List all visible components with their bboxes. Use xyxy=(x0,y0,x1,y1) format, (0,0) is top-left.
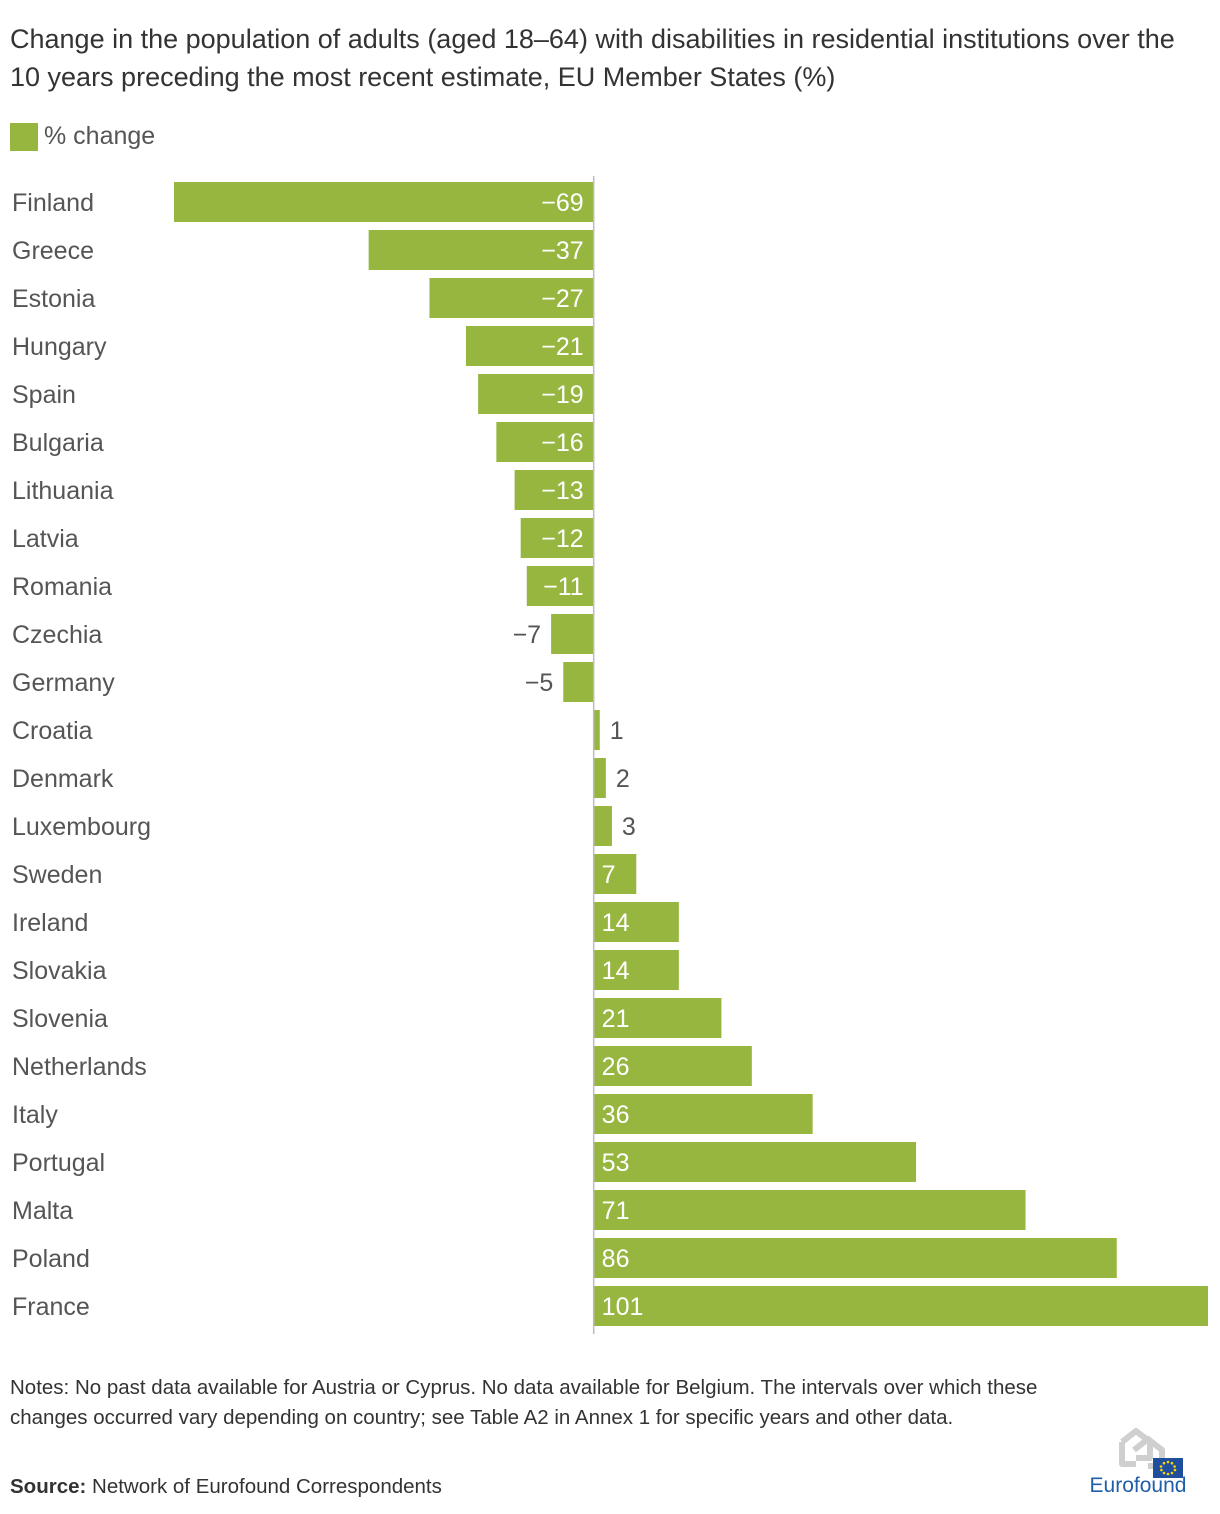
category-label: Sweden xyxy=(12,861,102,889)
value-label: 21 xyxy=(602,1005,630,1033)
category-label: Slovenia xyxy=(12,1005,108,1033)
bar xyxy=(496,422,594,462)
bar xyxy=(551,614,594,654)
category-label: Ireland xyxy=(12,909,88,937)
category-label: Luxembourg xyxy=(12,813,151,841)
value-label: 86 xyxy=(602,1245,630,1273)
bar xyxy=(593,854,637,894)
bar xyxy=(465,326,594,366)
source-text: Network of Eurofound Correspondents xyxy=(92,1475,442,1498)
bar xyxy=(520,518,594,558)
category-label: Hungary xyxy=(12,333,107,361)
bar xyxy=(593,1238,1117,1278)
eurofound-logo: Eurofound xyxy=(1086,1428,1190,1498)
value-label: −12 xyxy=(541,525,583,553)
legend-swatch xyxy=(10,122,38,151)
bar xyxy=(478,374,594,414)
value-label: −69 xyxy=(541,189,583,217)
value-label: 36 xyxy=(602,1101,630,1129)
bar xyxy=(593,950,679,990)
bar xyxy=(593,758,606,798)
value-label: −13 xyxy=(541,477,583,505)
source-label: Source: xyxy=(10,1475,87,1498)
bar xyxy=(593,902,679,942)
value-label: 14 xyxy=(602,957,630,985)
chart-title: Change in the population of adults (aged… xyxy=(10,24,1175,92)
value-label: −11 xyxy=(543,573,584,601)
category-label: Portugal xyxy=(12,1149,105,1177)
notes: Notes: No past data available for Austri… xyxy=(10,1376,1038,1429)
category-label: Latvia xyxy=(12,525,79,553)
value-label: −16 xyxy=(541,429,583,457)
bar xyxy=(368,230,594,270)
category-label: Greece xyxy=(12,237,94,265)
bar xyxy=(593,1190,1026,1230)
category-label: Slovakia xyxy=(12,957,107,985)
bar xyxy=(563,662,594,702)
category-label: Croatia xyxy=(12,717,93,745)
bar xyxy=(593,1142,917,1182)
eurofound-logo-icon xyxy=(1119,1428,1183,1478)
bar xyxy=(593,710,600,750)
value-label: 1 xyxy=(610,717,624,745)
value-label: −37 xyxy=(541,237,583,265)
category-label: Italy xyxy=(12,1101,58,1129)
value-label: 14 xyxy=(602,909,630,937)
category-label: Lithuania xyxy=(12,477,114,505)
category-label: Germany xyxy=(12,669,115,697)
value-label: 101 xyxy=(602,1293,644,1321)
category-label: Estonia xyxy=(12,285,95,313)
source: Source: Network of Eurofound Corresponde… xyxy=(10,1472,442,1502)
category-label: Spain xyxy=(12,381,76,409)
bar xyxy=(593,806,612,846)
bar xyxy=(593,1094,813,1134)
bar xyxy=(514,470,594,510)
value-label: −7 xyxy=(513,621,542,649)
category-label: Romania xyxy=(12,573,112,601)
value-label: 7 xyxy=(602,861,616,889)
bar xyxy=(174,182,594,222)
value-label: −27 xyxy=(541,285,583,313)
category-label: Finland xyxy=(12,189,94,217)
category-label: Bulgaria xyxy=(12,429,104,457)
value-label: 2 xyxy=(616,765,630,793)
category-label: Poland xyxy=(12,1245,90,1273)
bar xyxy=(429,278,594,318)
value-label: −5 xyxy=(525,669,554,697)
category-label: Malta xyxy=(12,1197,73,1225)
value-label: 26 xyxy=(602,1053,630,1081)
value-label: 3 xyxy=(622,813,636,841)
value-label: 71 xyxy=(602,1197,630,1225)
value-label: −21 xyxy=(541,333,583,361)
legend: % change xyxy=(10,122,155,151)
logo-text: Eurofound xyxy=(1089,1474,1187,1497)
bar xyxy=(593,998,722,1038)
bar xyxy=(593,1286,1208,1326)
legend-label: % change xyxy=(44,122,156,150)
category-label: Netherlands xyxy=(12,1053,147,1081)
value-label: 53 xyxy=(602,1149,630,1177)
bar xyxy=(526,566,594,606)
bar-chart: Finland −69 Greece −37 Estonia −27 Hungary −21 S… xyxy=(12,176,1208,1334)
value-label: −19 xyxy=(541,381,583,409)
bar xyxy=(593,1046,752,1086)
category-label: Denmark xyxy=(12,765,114,793)
category-label: France xyxy=(12,1293,90,1321)
category-label: Czechia xyxy=(12,621,102,649)
